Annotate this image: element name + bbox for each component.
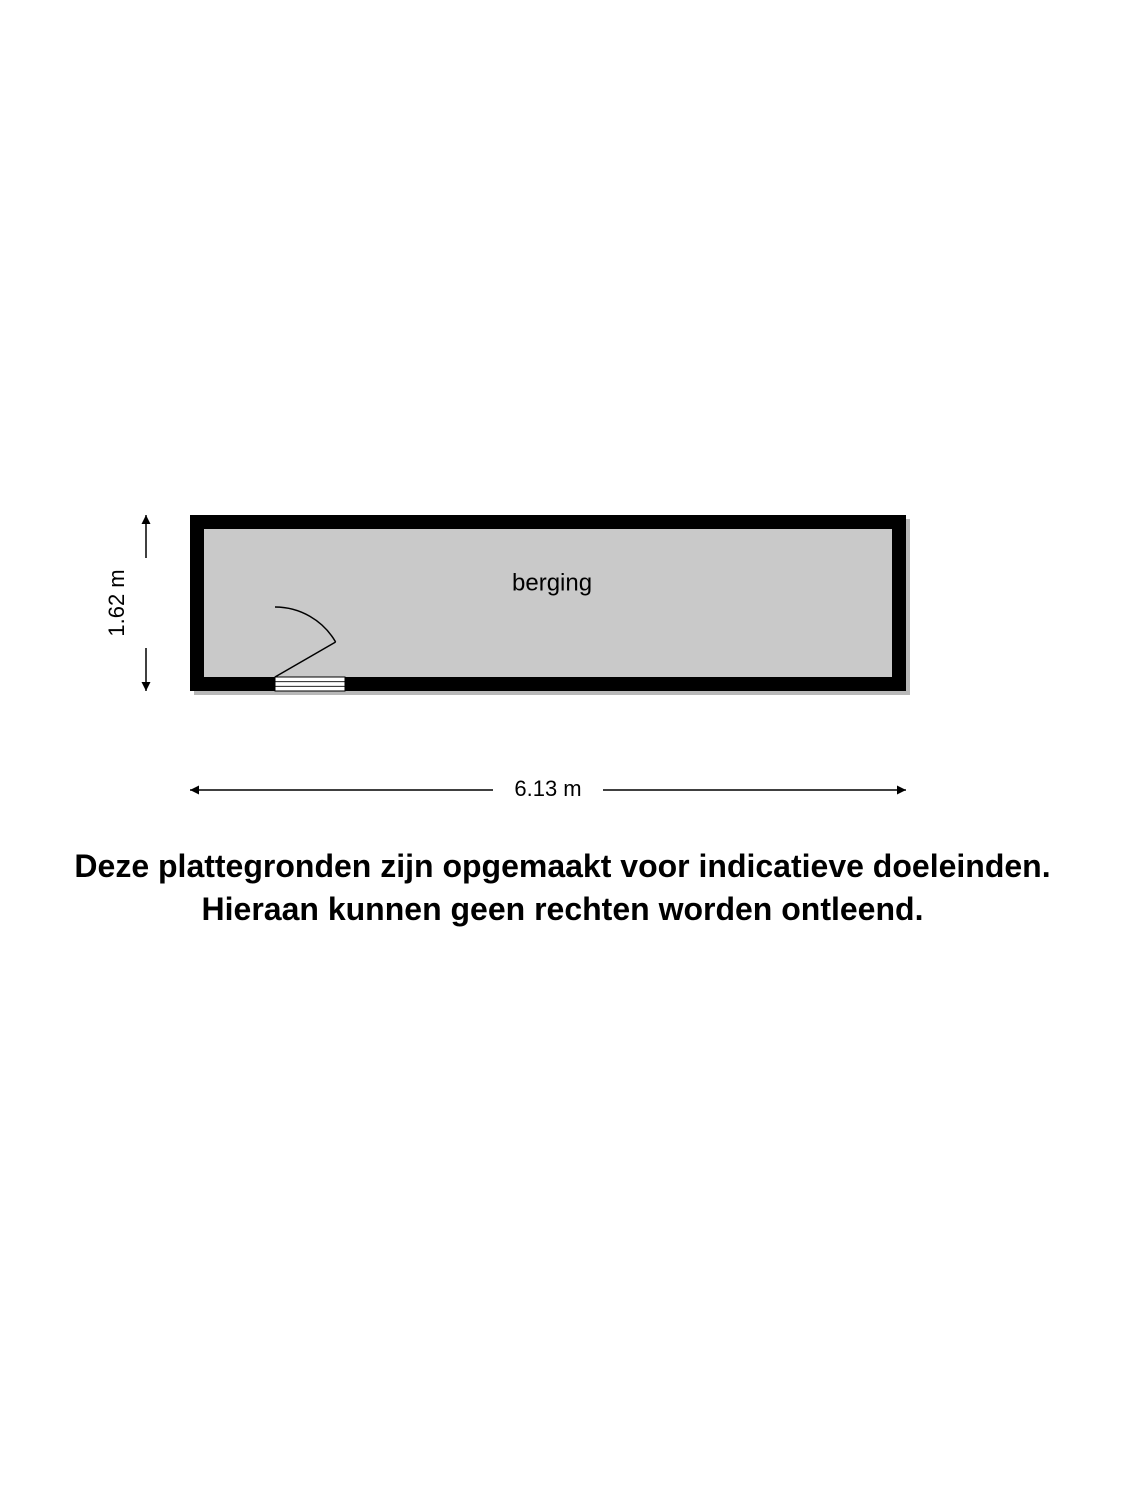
disclaimer-line1: Deze plattegronden zijn opgemaakt voor i… bbox=[74, 848, 1050, 884]
disclaimer-text: Deze plattegronden zijn opgemaakt voor i… bbox=[0, 845, 1125, 931]
svg-text:1.62 m: 1.62 m bbox=[104, 569, 129, 636]
floorplan-canvas: berging 1.62 m 6.13 m Deze plattegronden z… bbox=[0, 0, 1125, 1500]
floorplan-svg: berging 1.62 m 6.13 m bbox=[0, 0, 1125, 1500]
disclaimer-line2: Hieraan kunnen geen rechten worden ontle… bbox=[202, 891, 924, 927]
svg-text:berging: berging bbox=[512, 569, 592, 596]
svg-text:6.13 m: 6.13 m bbox=[514, 776, 581, 801]
